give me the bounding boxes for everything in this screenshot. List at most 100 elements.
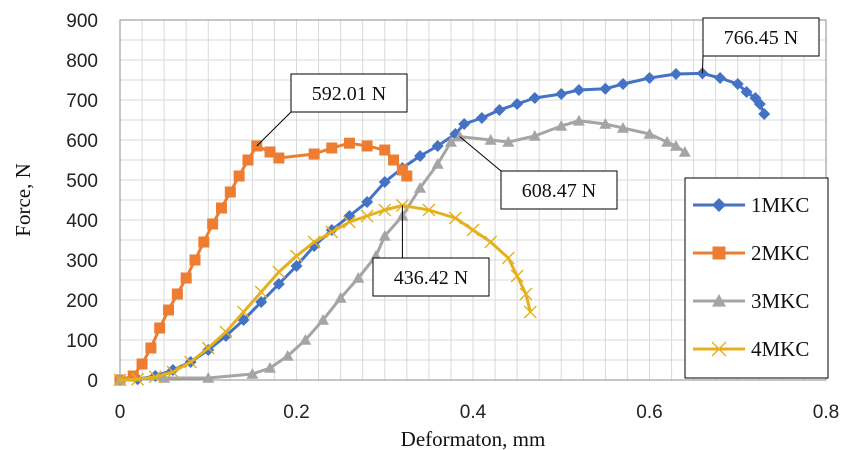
x-axis-title: Deformaton, mm	[401, 427, 546, 450]
triangle-marker	[431, 158, 444, 169]
annotation-callout: 766.45 N	[701, 17, 820, 74]
x-tick-label: 0.8	[813, 402, 839, 423]
diamond-marker	[458, 118, 471, 130]
diamond-marker	[361, 196, 374, 208]
x-marker	[290, 249, 303, 263]
square-marker	[242, 154, 254, 166]
triangle-marker	[158, 372, 171, 383]
x-marker	[307, 235, 321, 249]
series-3MKC	[114, 114, 691, 385]
series-4MKC	[113, 198, 537, 387]
square-marker	[180, 272, 192, 284]
diamond-marker	[714, 72, 727, 84]
triangle-marker	[414, 182, 427, 193]
x-marker	[148, 370, 162, 384]
square-marker	[343, 137, 355, 149]
legend-label: 3MKC	[751, 289, 809, 313]
x-tick-label: 0.2	[283, 402, 309, 423]
callout-label: 766.45 N	[724, 27, 798, 49]
square-marker	[326, 142, 338, 154]
diamond-marker	[511, 98, 524, 110]
x-marker	[523, 305, 537, 319]
square-marker	[189, 254, 201, 266]
callout-leader	[701, 55, 704, 74]
x-marker	[510, 269, 524, 283]
square-marker	[215, 202, 227, 214]
callout-label: 592.01 N	[312, 83, 386, 105]
legend-label: 4MKC	[751, 337, 809, 361]
triangle-marker	[299, 334, 312, 345]
annotation-callout: 608.47 N	[459, 136, 618, 210]
diamond-marker	[731, 78, 744, 90]
callout-leader	[256, 111, 292, 147]
y-axis-ticks: 0 100 200 300 400 500 600 700 800 900	[66, 11, 98, 392]
triangle-marker	[246, 368, 259, 379]
legend: 1MKC 2MKC 3MKC 4MKC	[684, 177, 829, 379]
y-tick-label: 600	[66, 131, 98, 152]
callout-box	[290, 73, 408, 113]
x-marker	[501, 251, 515, 265]
square-marker	[273, 152, 285, 164]
triangle-marker	[617, 122, 630, 133]
diamond-marker	[272, 278, 285, 290]
x-marker	[131, 372, 145, 386]
diamond-marker	[643, 72, 656, 84]
x-marker	[342, 215, 356, 229]
triangle-marker	[712, 294, 726, 307]
triangle-marker	[643, 128, 656, 139]
x-marker	[711, 341, 727, 357]
y-tick-label: 900	[66, 11, 98, 32]
callout-label: 608.47 N	[522, 180, 596, 202]
x-marker	[184, 355, 198, 369]
square-marker	[361, 140, 373, 152]
square-marker	[401, 170, 413, 182]
annotation-callout: 592.01 N	[256, 73, 408, 147]
x-tick-label: 0	[115, 402, 126, 423]
x-marker	[166, 365, 180, 379]
x-marker	[360, 209, 374, 223]
square-marker	[224, 186, 236, 198]
diamond-marker	[669, 68, 682, 80]
x-marker	[201, 341, 215, 355]
diamond-marker	[572, 84, 585, 96]
triangle-marker	[316, 314, 329, 325]
triangle-marker	[378, 230, 391, 241]
square-marker	[145, 342, 157, 354]
callout-box	[702, 17, 820, 57]
square-marker	[154, 322, 166, 334]
x-tick-label: 0.4	[460, 402, 487, 423]
diamond-marker	[255, 296, 268, 308]
x-marker	[448, 211, 462, 225]
triangle-marker	[334, 292, 347, 303]
x-marker	[219, 325, 233, 339]
diamond-marker	[617, 78, 630, 90]
legend-item: 2MKC	[693, 241, 809, 265]
legend-item: 4MKC	[693, 337, 809, 361]
y-tick-label: 700	[66, 91, 98, 112]
x-tick-label: 0.6	[636, 402, 662, 423]
y-tick-label: 500	[66, 171, 98, 192]
square-marker	[308, 148, 320, 160]
square-marker	[163, 304, 175, 316]
square-marker	[207, 218, 219, 230]
square-marker	[388, 154, 400, 166]
triangle-marker	[352, 272, 365, 283]
y-tick-label: 800	[66, 51, 98, 72]
legend-item: 1MKC	[693, 193, 809, 217]
x-marker	[325, 225, 339, 239]
triangle-marker	[444, 136, 457, 147]
x-axis-ticks: 0 0.2 0.4 0.6 0.8	[115, 402, 840, 423]
series-group	[113, 67, 771, 387]
square-marker	[379, 144, 391, 156]
square-marker	[136, 358, 148, 370]
triangle-marker	[555, 120, 568, 131]
triangle-marker	[661, 136, 674, 147]
x-marker	[113, 373, 127, 387]
y-tick-label: 300	[66, 251, 98, 272]
x-marker	[237, 305, 251, 319]
square-marker	[198, 236, 210, 248]
legend-label: 2MKC	[751, 241, 809, 265]
triangle-marker	[669, 140, 682, 151]
callout-box	[372, 257, 490, 297]
